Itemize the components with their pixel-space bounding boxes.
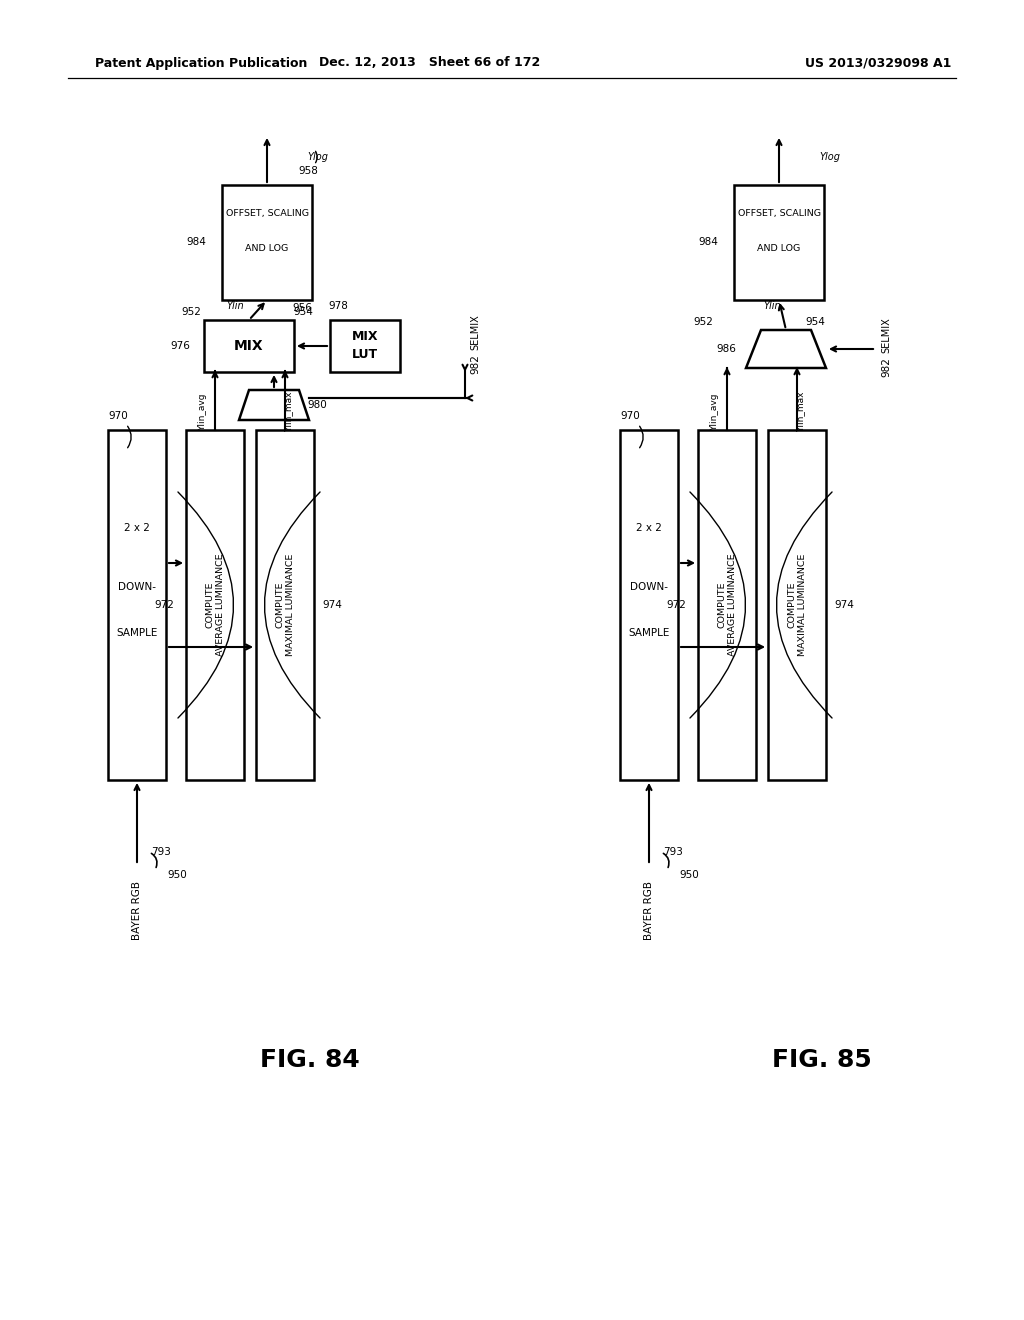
Text: 2 x 2: 2 x 2 [636,523,662,533]
Text: 986: 986 [716,345,736,354]
Text: 984: 984 [698,238,718,247]
Text: Ylog: Ylog [307,152,329,162]
Text: Ylin_avg: Ylin_avg [199,393,208,430]
Text: COMPUTE
MAXIMAL LUMINANCE: COMPUTE MAXIMAL LUMINANCE [275,554,295,656]
FancyBboxPatch shape [256,430,314,780]
FancyBboxPatch shape [186,430,244,780]
Text: 970: 970 [621,411,640,421]
FancyBboxPatch shape [222,185,312,300]
Text: 974: 974 [323,601,342,610]
Text: 956: 956 [292,304,312,313]
Polygon shape [746,330,826,368]
Text: 793: 793 [663,847,683,857]
Text: 978: 978 [328,301,348,312]
Text: AND LOG: AND LOG [246,244,289,252]
Text: SAMPLE: SAMPLE [117,628,158,638]
FancyBboxPatch shape [330,319,400,372]
Text: SELMIX: SELMIX [470,314,480,350]
Text: MIX: MIX [352,330,378,343]
Text: AND LOG: AND LOG [758,244,801,252]
Text: 982: 982 [881,358,891,378]
Text: Ylog: Ylog [819,152,841,162]
Text: Dec. 12, 2013   Sheet 66 of 172: Dec. 12, 2013 Sheet 66 of 172 [319,57,541,70]
Text: 2 x 2: 2 x 2 [124,523,150,533]
Text: 958: 958 [298,166,317,176]
FancyBboxPatch shape [768,430,826,780]
Text: 984: 984 [186,238,206,247]
FancyBboxPatch shape [734,185,824,300]
Text: MIX: MIX [234,339,264,352]
Text: SAMPLE: SAMPLE [629,628,670,638]
Text: 954: 954 [293,308,313,317]
Text: 982: 982 [470,354,480,374]
Text: 793: 793 [151,847,171,857]
Text: COMPUTE
MAXIMAL LUMINANCE: COMPUTE MAXIMAL LUMINANCE [787,554,807,656]
Text: BAYER RGB: BAYER RGB [132,880,142,940]
FancyBboxPatch shape [108,430,166,780]
Text: 950: 950 [679,870,698,880]
Text: FIG. 84: FIG. 84 [260,1048,359,1072]
Text: 952: 952 [181,308,201,317]
Text: 972: 972 [154,601,174,610]
Text: 976: 976 [170,341,189,351]
Text: OFFSET, SCALING: OFFSET, SCALING [737,210,820,218]
Text: 972: 972 [666,601,686,610]
Text: Ylin: Ylin [763,301,781,312]
Text: 954: 954 [805,317,825,327]
Text: Ylin_avg: Ylin_avg [711,393,720,430]
Text: OFFSET, SCALING: OFFSET, SCALING [225,210,308,218]
Text: US 2013/0329098 A1: US 2013/0329098 A1 [805,57,951,70]
Text: Ylin_max: Ylin_max [797,392,806,432]
FancyBboxPatch shape [620,430,678,780]
Text: BAYER RGB: BAYER RGB [644,880,654,940]
Text: COMPUTE
AVERAGE LUMINANCE: COMPUTE AVERAGE LUMINANCE [205,553,224,656]
Text: 970: 970 [109,411,128,421]
Text: Ylin_max: Ylin_max [285,392,294,432]
Polygon shape [239,389,309,420]
Text: SELMIX: SELMIX [881,317,891,352]
Text: LUT: LUT [352,347,378,360]
Text: Patent Application Publication: Patent Application Publication [95,57,307,70]
Text: 974: 974 [835,601,854,610]
FancyBboxPatch shape [698,430,756,780]
Text: 950: 950 [167,870,186,880]
Text: FIG. 85: FIG. 85 [772,1048,871,1072]
Text: Ylin: Ylin [226,301,244,312]
Text: DOWN-: DOWN- [630,582,668,593]
Text: 952: 952 [693,317,713,327]
Text: COMPUTE
AVERAGE LUMINANCE: COMPUTE AVERAGE LUMINANCE [717,553,736,656]
FancyBboxPatch shape [204,319,294,372]
Text: 980: 980 [307,400,327,411]
Text: DOWN-: DOWN- [118,582,156,593]
